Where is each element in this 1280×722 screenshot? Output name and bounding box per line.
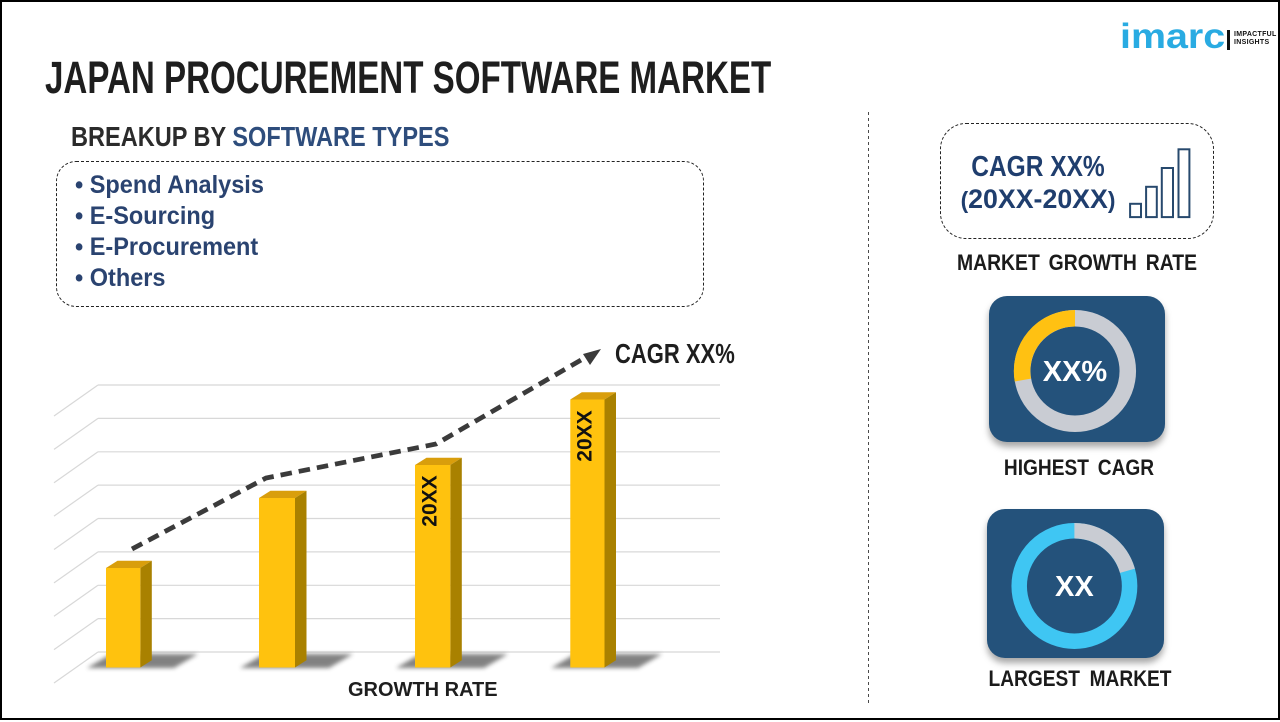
svg-text:20XX: 20XX bbox=[574, 410, 597, 461]
svg-text:XX: XX bbox=[1055, 571, 1094, 603]
svg-text:20XX: 20XX bbox=[419, 475, 442, 526]
svg-text:XX%: XX% bbox=[1043, 356, 1108, 388]
